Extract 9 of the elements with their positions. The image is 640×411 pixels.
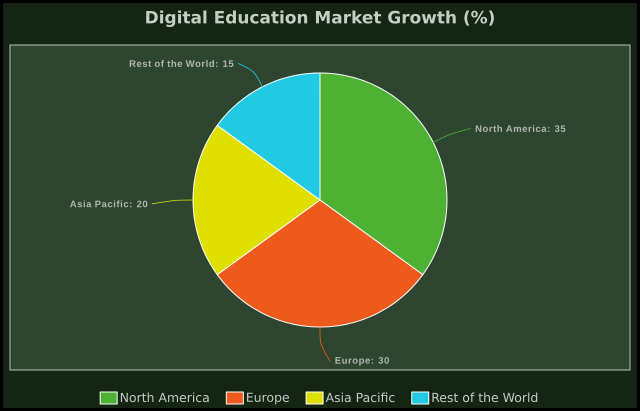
data-label: Europe: 30 xyxy=(335,357,389,366)
legend-label: Asia Pacific xyxy=(326,392,394,402)
legend-label: North America xyxy=(120,392,209,402)
data-label: Rest of the World: 15 xyxy=(130,60,234,67)
data-label: North America: 35 xyxy=(476,125,566,132)
legend-label: Europe xyxy=(247,392,289,404)
chart-title: Digital Education Market Growth (%) xyxy=(146,10,494,28)
legend-label: Rest of the World xyxy=(432,392,538,402)
data-label: Asia Pacific: 20 xyxy=(70,200,148,208)
